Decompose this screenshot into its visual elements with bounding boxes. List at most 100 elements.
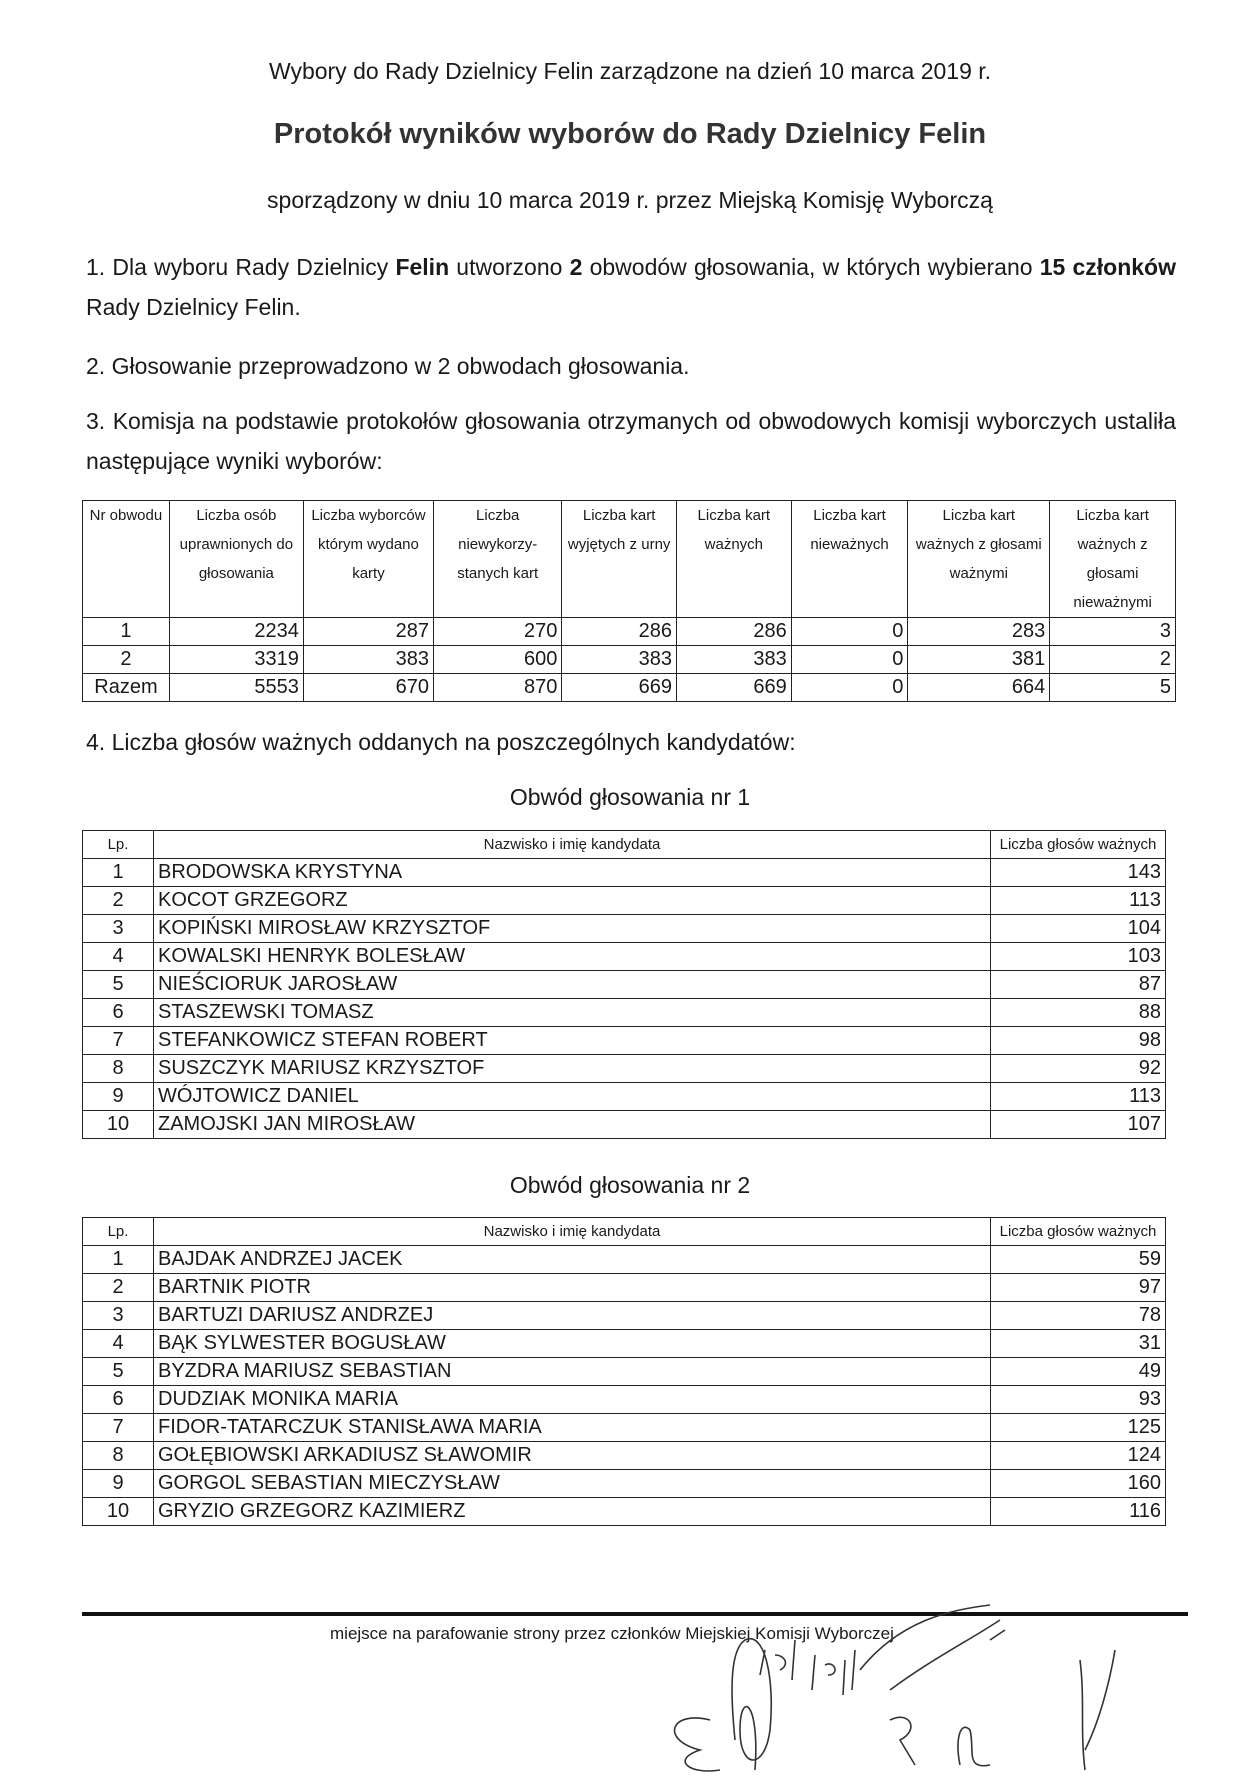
results-cell: Razem [82,673,170,702]
document-subtitle: sporządzony w dniu 10 marca 2019 r. prze… [267,187,993,213]
candidate-number: 6 [82,998,154,1027]
results-cell: 2 [82,645,170,674]
candidate-name: NIEŚCIORUK JAROSŁAW [153,970,991,999]
results-cell: 286 [675,617,792,646]
candidate-name: BYZDRA MARIUSZ SEBASTIAN [153,1357,991,1386]
results-cell: 664 [907,673,1051,702]
candidate-name: BRODOWSKA KRYSTYNA [153,858,991,887]
candidate-name: BAJDAK ANDRZEJ JACEK [153,1245,991,1274]
results-cell: 3 [1049,617,1176,646]
candidate-name: SUSZCZYK MARIUSZ KRZYSZTOF [153,1054,991,1083]
candidate-name: GRYZIO GRZEGORZ KAZIMIERZ [153,1497,991,1526]
point-4: 4. Liczba głosów ważnych oddanych na pos… [86,729,796,755]
candidate-votes: 113 [990,1082,1166,1111]
signature-5 [1079,1649,1116,1771]
candidate-votes: 143 [990,858,1166,887]
candidate-name: BARTUZI DARIUSZ ANDRZEJ [153,1301,991,1330]
signature-1 [673,1637,773,1772]
results-header-cell: Nr obwodu [82,500,170,618]
district-1-title: Obwód głosowania nr 1 [509,784,751,810]
candidate-name: WÓJTOWICZ DANIEL [153,1082,991,1111]
candidate-name: STASZEWSKI TOMASZ [153,998,991,1027]
candidate-row: 4 KOWALSKI HENRYK BOLESŁAW 103 [82,942,1166,971]
candidate-votes: 98 [990,1026,1166,1055]
candidate-votes: 59 [990,1245,1166,1274]
candidate-row: 6 STASZEWSKI TOMASZ 88 [82,998,1166,1027]
candidate-header-cell: Liczba głosów ważnych [990,830,1166,859]
candidate-row: 4 BĄK SYLWESTER BOGUSŁAW 31 [82,1329,1166,1358]
point-3: 3. Komisja na podstawie protokołów głoso… [86,408,1176,474]
results-cell: 383 [561,645,677,674]
candidate-name: KOCOT GRZEGORZ [153,886,991,915]
results-cell: 270 [433,617,563,646]
candidate-number: 6 [82,1385,154,1414]
candidate-number: 7 [82,1026,154,1055]
candidate-row: 1 BAJDAK ANDRZEJ JACEK 59 [82,1245,1166,1274]
text: obwodów głosowania, w których wybierano [582,254,1040,280]
results-cell: 2234 [168,617,304,646]
results-cell: 5 [1049,673,1176,702]
signature-caption: miejsce na parafowanie strony przez czło… [330,1624,894,1643]
results-cell: 287 [302,617,435,646]
candidate-votes: 97 [990,1273,1166,1302]
results-cell: 2 [1049,645,1176,674]
candidate-row: 2 KOCOT GRZEGORZ 113 [82,886,1166,915]
candidate-number: 9 [82,1082,154,1111]
candidate-row: 7 FIDOR-TATARCZUK STANISŁAWA MARIA 125 [82,1413,1166,1442]
candidate-row: 10 GRYZIO GRZEGORZ KAZIMIERZ 116 [82,1497,1166,1526]
candidate-votes: 104 [990,914,1166,943]
candidate-votes: 103 [990,942,1166,971]
election-header-line: Wybory do Rady Dzielnicy Felin zarządzon… [268,58,992,84]
candidate-votes: 116 [990,1497,1166,1526]
candidate-row: 5 BYZDRA MARIUSZ SEBASTIAN 49 [82,1357,1166,1386]
results-header-cell: Liczba kart ważnych z głosami ważnymi [907,500,1051,618]
results-cell: 0 [790,617,909,646]
candidate-header-cell: Nazwisko i imię kandydata [153,830,991,859]
candidate-number: 1 [82,858,154,887]
signature-4 [957,1726,991,1767]
candidate-row: 7 STEFANKOWICZ STEFAN ROBERT 98 [82,1026,1166,1055]
candidate-name: DUDZIAK MONIKA MARIA [153,1385,991,1414]
text: Rady Dzielnicy Felin. [86,294,301,320]
candidate-votes: 160 [990,1469,1166,1498]
candidate-number: 3 [82,1301,154,1330]
candidate-number: 4 [82,942,154,971]
candidate-votes: 93 [990,1385,1166,1414]
results-cell: 0 [790,673,909,702]
candidate-votes: 78 [990,1301,1166,1330]
district-name: Felin [395,254,450,280]
results-cell: 283 [907,617,1051,646]
candidate-row: 2 BARTNIK PIOTR 97 [82,1273,1166,1302]
results-header-cell: Liczba osób uprawnionych do głosowania [168,500,304,618]
candidate-number: 2 [82,1273,154,1302]
candidate-name: GOŁĘBIOWSKI ARKADIUSZ SŁAWOMIR [153,1441,991,1470]
signature-2 [759,1639,856,1696]
text: 1. Dla wyboru Rady Dzielnicy [86,254,396,280]
candidate-name: GORGOL SEBASTIAN MIECZYSŁAW [153,1469,991,1498]
candidate-number: 7 [82,1413,154,1442]
candidate-name: BĄK SYLWESTER BOGUSŁAW [153,1329,991,1358]
candidate-row: 3 KOPIŃSKI MIROSŁAW KRZYSZTOF 104 [82,914,1166,943]
member-count: 15 członków [1039,254,1176,280]
results-header-cell: Liczba kart ważnych [675,500,792,618]
candidate-votes: 124 [990,1441,1166,1470]
results-cell: 3319 [168,645,304,674]
candidate-number: 3 [82,914,154,943]
candidate-row: 6 DUDZIAK MONIKA MARIA 93 [82,1385,1166,1414]
results-row: 1 2234 287 270 286 286 0 283 3 [82,617,1176,646]
candidate-row: 3 BARTUZI DARIUSZ ANDRZEJ 78 [82,1301,1166,1330]
results-table: Nr obwodu Liczba osób uprawnionych do gło… [82,500,1176,702]
candidate-row: 9 GORGOL SEBASTIAN MIECZYSŁAW 160 [82,1469,1166,1498]
text: utworzono [449,254,570,280]
results-cell: 383 [675,645,792,674]
candidate-row: 10 ZAMOJSKI JAN MIROSŁAW 107 [82,1110,1166,1139]
candidate-votes: 113 [990,886,1166,915]
results-cell: 669 [675,673,792,702]
candidate-name: KOWALSKI HENRYK BOLESŁAW [153,942,991,971]
candidate-number: 10 [82,1110,154,1139]
candidate-name: KOPIŃSKI MIROSŁAW KRZYSZTOF [153,914,991,943]
candidate-votes: 87 [990,970,1166,999]
results-cell: 383 [302,645,435,674]
handwritten-signatures [673,1604,1116,1772]
district-2-title: Obwód głosowania nr 2 [509,1172,751,1198]
